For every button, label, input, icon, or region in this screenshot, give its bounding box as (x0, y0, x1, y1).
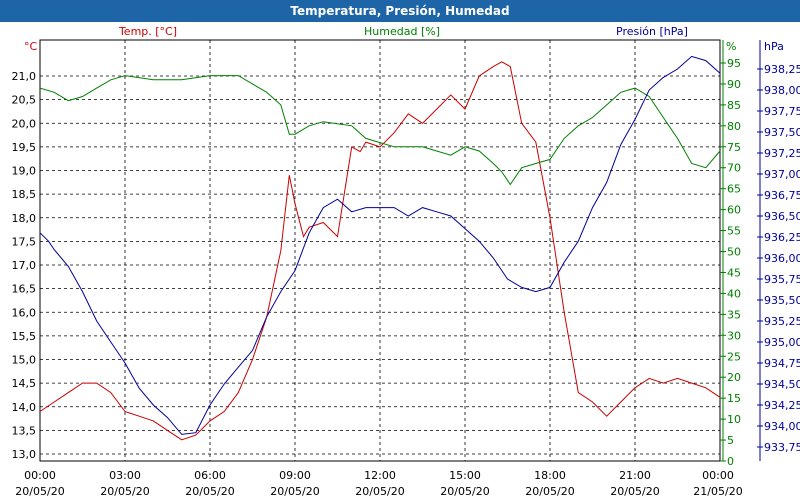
temperature-tick-label: 13,0 (12, 448, 37, 461)
temperature-axis-unit: °C (24, 40, 38, 53)
x-tick-date-label: 20/05/20 (355, 485, 404, 498)
temperature-tick-label: 16,5 (12, 283, 37, 296)
x-tick-time-label: 15:00 (449, 469, 481, 482)
pressure-tick-label: 936,75 (764, 189, 800, 202)
temperature-tick-label: 14,5 (12, 377, 37, 390)
pressure-tick-label: 934,50 (764, 378, 800, 391)
humidity-tick-label: 90 (727, 78, 741, 91)
chart-title: Temperatura, Presión, Humedad (0, 0, 800, 22)
humidity-tick-label: 95 (727, 57, 741, 70)
pressure-tick-label: 936,50 (764, 210, 800, 223)
x-tick-time-label: 21:00 (619, 469, 651, 482)
humidity-series-line (39, 75, 721, 186)
humidity-tick-label: 0 (727, 455, 734, 468)
pressure-tick-label: 936,25 (764, 231, 800, 244)
temperature-tick-label: 17,0 (12, 259, 37, 272)
pressure-tick-label: 938,25 (764, 63, 800, 76)
x-tick-time-label: 09:00 (279, 469, 311, 482)
pressure-tick-label: 938,00 (764, 84, 800, 97)
humidity-tick-label: 50 (727, 246, 741, 259)
humidity-tick-label: 45 (727, 266, 741, 279)
pressure-series-label: Presión [hPa] (616, 25, 688, 38)
humidity-axis-unit: % (726, 40, 736, 53)
humidity-tick-label: 10 (727, 413, 741, 426)
pressure-tick-label: 934,25 (764, 399, 800, 412)
humidity-tick-label: 80 (727, 120, 741, 133)
humidity-tick-label: 30 (727, 329, 741, 342)
pressure-tick-label: 934,00 (764, 420, 800, 433)
pressure-tick-label: 937,00 (764, 168, 800, 181)
pressure-tick-label: 937,50 (764, 126, 800, 139)
x-tick-date-label: 20/05/20 (525, 485, 574, 498)
x-tick-date-label: 20/05/20 (15, 485, 64, 498)
temperature-tick-label: 13,5 (12, 424, 37, 437)
x-tick-time-label: 06:00 (194, 469, 226, 482)
humidity-series-label: Humedad [%] (364, 25, 440, 38)
pressure-tick-label: 936,00 (764, 252, 800, 265)
temperature-tick-label: 15,5 (12, 330, 37, 343)
temperature-tick-label: 20,5 (12, 94, 37, 107)
temperature-series-label: Temp. [°C] (118, 25, 177, 38)
temperature-tick-label: 16,0 (12, 306, 37, 319)
x-tick-time-label: 03:00 (109, 469, 141, 482)
x-tick-date-label: 20/05/20 (440, 485, 489, 498)
x-tick-date-label: 20/05/20 (270, 485, 319, 498)
pressure-axis-unit: hPa (764, 40, 784, 53)
temperature-tick-label: 14,0 (12, 401, 37, 414)
pressure-tick-label: 937,75 (764, 105, 800, 118)
temperature-tick-label: 18,0 (12, 212, 37, 225)
x-tick-time-label: 18:00 (534, 469, 566, 482)
pressure-tick-label: 935,50 (764, 294, 800, 307)
x-tick-time-label: 00:00 (702, 469, 734, 482)
humidity-tick-label: 75 (727, 141, 741, 154)
humidity-tick-label: 40 (727, 287, 741, 300)
x-tick-date-label: 20/05/20 (100, 485, 149, 498)
humidity-tick-label: 85 (727, 99, 741, 112)
temperature-tick-label: 18,5 (12, 188, 37, 201)
pressure-tick-label: 934,75 (764, 357, 800, 370)
pressure-series-line (39, 55, 721, 435)
temperature-tick-label: 21,0 (12, 70, 37, 83)
humidity-tick-label: 55 (727, 225, 741, 238)
humidity-tick-label: 20 (727, 371, 741, 384)
x-tick-date-label: 21/05/20 (693, 485, 742, 498)
pressure-tick-label: 937,25 (764, 147, 800, 160)
humidity-tick-label: 35 (727, 308, 741, 321)
x-tick-time-label: 00:00 (24, 469, 56, 482)
humidity-tick-label: 15 (727, 392, 741, 405)
temperature-tick-label: 17,5 (12, 235, 37, 248)
pressure-tick-label: 935,75 (764, 273, 800, 286)
humidity-tick-label: 25 (727, 350, 741, 363)
x-tick-time-label: 12:00 (364, 469, 396, 482)
temperature-tick-label: 20,0 (12, 117, 37, 130)
temperature-tick-label: 19,0 (12, 165, 37, 178)
pressure-tick-label: 935,25 (764, 315, 800, 328)
pressure-tick-label: 935,00 (764, 336, 800, 349)
x-tick-date-label: 20/05/20 (610, 485, 659, 498)
x-tick-date-label: 20/05/20 (185, 485, 234, 498)
humidity-tick-label: 5 (727, 434, 734, 447)
humidity-tick-label: 65 (727, 183, 741, 196)
temperature-tick-label: 19,5 (12, 141, 37, 154)
temperature-tick-label: 15,0 (12, 354, 37, 367)
pressure-tick-label: 933,75 (764, 441, 800, 454)
humidity-tick-label: 70 (727, 162, 741, 175)
humidity-tick-label: 60 (727, 204, 741, 217)
temperature-series-line (39, 61, 721, 441)
